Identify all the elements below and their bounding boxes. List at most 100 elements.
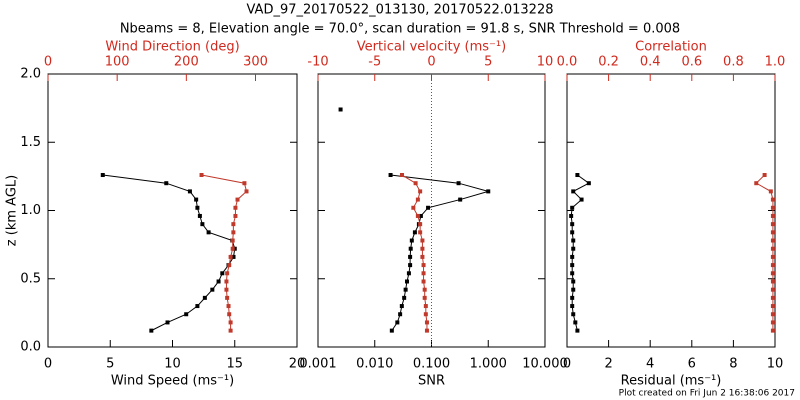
x-tick-label: 0 [563,357,571,372]
data-point [231,254,236,259]
data-point [456,181,461,186]
data-point [228,320,233,325]
data-point [570,205,575,210]
x-axis-label: Residual (ms⁻¹) [621,374,722,389]
data-point [388,173,393,178]
x2-tick-label: 0.0 [557,55,578,70]
data-point [225,295,230,300]
data-point [570,271,575,276]
chart-title: VAD_97_20170522_013130, 20170522.013228 [247,3,554,18]
data-point [770,213,775,218]
data-point [418,230,423,235]
data-point [418,222,423,227]
data-point [224,287,229,292]
data-point [570,230,575,235]
x-axis-label: Wind Speed (ms⁻¹) [111,374,234,389]
x-tick-label: 6 [688,357,696,372]
data-point [230,246,235,251]
x-tick-label: 0 [44,357,52,372]
data-point [762,173,767,178]
x-tick-label: 10.000 [522,357,568,372]
data-point [570,295,575,300]
y-tick-label: 2.0 [20,67,41,82]
data-point [770,279,775,284]
x2-tick-label: 200 [174,55,199,70]
data-point [770,263,775,268]
x-tick-label: 20 [289,357,306,372]
data-point [206,230,211,235]
data-point [423,304,428,309]
data-point [570,222,575,227]
x-tick-label: 15 [226,357,243,372]
data-point [571,279,576,284]
data-point [426,205,431,210]
data-point [210,287,215,292]
data-point [224,279,229,284]
data-point [389,328,394,333]
series-line [755,174,774,331]
data-point [421,271,426,276]
data-point [575,173,580,178]
data-point [770,312,775,317]
data-point [403,287,408,292]
series-line [401,174,428,331]
x2-axis-label: Correlation [635,40,707,55]
data-point [195,304,200,309]
chart-subtitle: Nbeams = 8, Elevation angle = 70.0°, sca… [120,22,680,37]
data-point [164,181,169,186]
data-point [194,197,199,202]
y-tick-label: 0.0 [20,340,41,355]
x2-tick-label: 0.8 [723,55,744,70]
data-point [421,279,426,284]
series-line [102,174,236,332]
x-axis-label: SNR [418,374,445,389]
data-point [770,320,775,325]
data-point [768,189,773,194]
data-point [413,181,418,186]
data-point [573,320,578,325]
data-point [226,304,231,309]
x2-tick-label: 100 [105,55,130,70]
x-tick-label: 1.000 [470,357,507,372]
x2-tick-label: 0.6 [681,55,702,70]
data-point [770,328,775,333]
data-point [232,246,237,251]
data-point [586,181,591,186]
data-point [402,295,407,300]
x-tick-label: 0.010 [356,357,393,372]
series-line [201,174,248,331]
data-point [569,213,574,218]
x2-axis-label: Wind Direction (deg) [105,40,239,55]
data-point [216,279,221,284]
data-point [770,205,775,210]
data-point [412,230,417,235]
data-point [571,312,576,317]
data-point [165,320,170,325]
data-point [570,254,575,259]
data-point [486,189,491,194]
data-point [424,320,429,325]
data-point [200,222,205,227]
x2-axis-label: Vertical velocity (ms⁻¹) [357,40,506,55]
data-point [149,328,154,333]
y-tick-label: 1.0 [20,203,41,218]
data-point [571,287,576,292]
data-point [420,254,425,259]
data-point [100,173,105,178]
data-point [225,271,230,276]
data-point [571,246,576,251]
data-point [570,304,575,309]
data-point [420,238,425,243]
y-axis-label: z (km AGL) [5,175,20,246]
data-point [399,173,404,178]
data-point [228,328,233,333]
data-point [398,312,403,317]
x-tick-label: 5 [106,357,114,372]
data-point [418,213,423,218]
data-point [233,205,238,210]
data-point [227,263,232,268]
data-point [423,312,428,317]
plot-frame [47,73,298,348]
data-point [227,312,232,317]
